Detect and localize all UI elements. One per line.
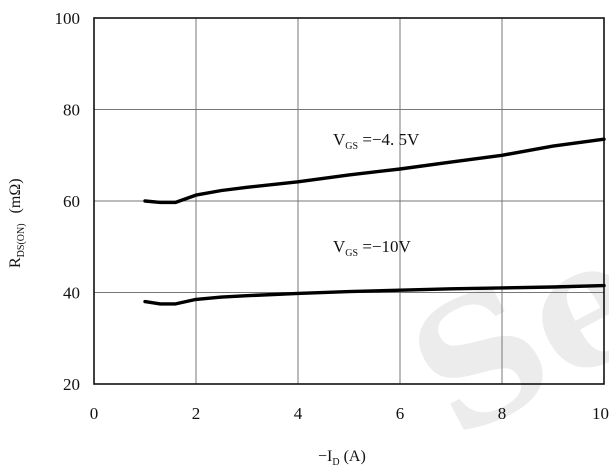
x-tick-label: 8	[498, 404, 507, 423]
y-tick-label: 20	[63, 375, 80, 394]
x-tick-labels: 0 2 4 6 8 10	[90, 404, 609, 423]
x-tick-label: 10	[592, 404, 609, 423]
x-axis-label: −ID (A)	[318, 448, 366, 466]
watermark: Sei	[381, 162, 609, 466]
x-tick-label: 6	[396, 404, 405, 423]
y-tick-label: 100	[55, 9, 81, 28]
y-tick-label: 40	[63, 284, 80, 303]
series-label-vgs-10v: VGS =−10V	[333, 237, 412, 259]
y-axis-label: RDS(ON)(mΩ)	[7, 178, 27, 268]
y-tick-label: 80	[63, 101, 80, 120]
y-tick-labels: 20 40 60 80 100	[55, 9, 81, 394]
plot-frame	[93, 17, 605, 385]
series-label-vgs-4v5: VGS =−4. 5V	[333, 130, 420, 152]
series-lines	[143, 137, 606, 306]
x-tick-label: 0	[90, 404, 99, 423]
series-line-1	[143, 283, 606, 306]
x-tick-label: 4	[294, 404, 303, 423]
series-line-0	[143, 137, 606, 205]
x-tick-label: 2	[192, 404, 201, 423]
y-tick-label: 60	[63, 192, 80, 211]
